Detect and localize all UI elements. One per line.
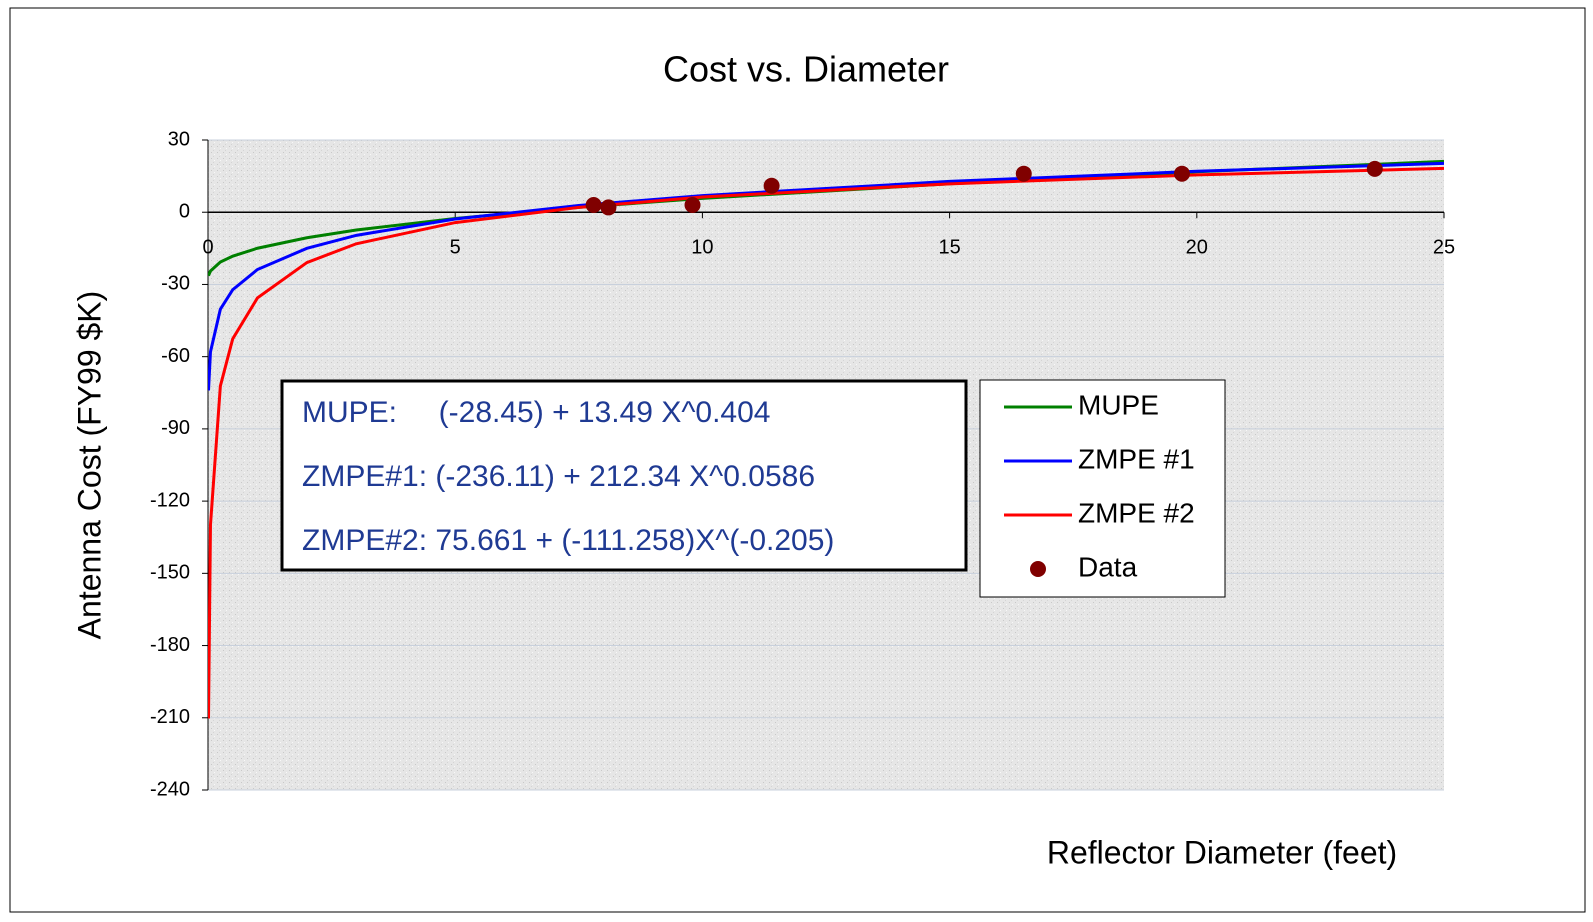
series-line [208,161,1444,391]
equation-box [280,379,968,572]
data-point [1015,165,1032,182]
data-point [600,199,617,216]
x-axis-title: Reflector Diameter (feet) [1047,834,1397,870]
data-point [585,197,602,213]
y-axis-title: Antenna Cost (FY99 $K) [71,291,107,640]
legend-label: ZMPE #1 [1078,443,1195,474]
series-line [208,166,1444,719]
data-point [1173,165,1190,182]
x-tick-label: 15 [938,237,960,259]
x-tick-label: 20 [1186,237,1208,259]
y-tick-label: -90 [161,417,190,439]
x-tick-label: 0 [202,237,213,259]
x-tick-label: 10 [691,237,713,259]
y-tick-label: 30 [168,128,190,150]
y-tick-label: 0 [179,201,190,223]
legend-box [979,379,1226,598]
y-tick-label: -120 [150,489,190,511]
y-tick-label: -180 [150,634,190,656]
equation: ZMPE#2: 75.661 + (-111.258)X^(-0.205) [302,524,834,557]
y-tick-label: -60 [161,345,190,367]
y-tick-label: -150 [150,562,190,584]
equation: MUPE: (-28.45) + 13.49 X^0.404 [302,396,771,429]
x-tick-label: 25 [1433,237,1455,259]
legend-marker [1030,561,1046,577]
legend-label: Data [1078,551,1138,582]
y-tick-label: -30 [161,273,190,295]
x-tick-label: 5 [450,237,461,259]
data-point [763,177,780,194]
equation: ZMPE#1: (-236.11) + 212.34 X^0.0586 [302,460,815,493]
legend-label: MUPE [1078,389,1159,420]
legend-label: ZMPE #2 [1078,497,1195,528]
data-point [684,197,701,213]
y-tick-label: -240 [150,778,190,800]
data-point [1366,160,1383,177]
y-tick-label: -210 [150,706,190,728]
chart-title: Cost vs. Diameter [663,49,949,90]
